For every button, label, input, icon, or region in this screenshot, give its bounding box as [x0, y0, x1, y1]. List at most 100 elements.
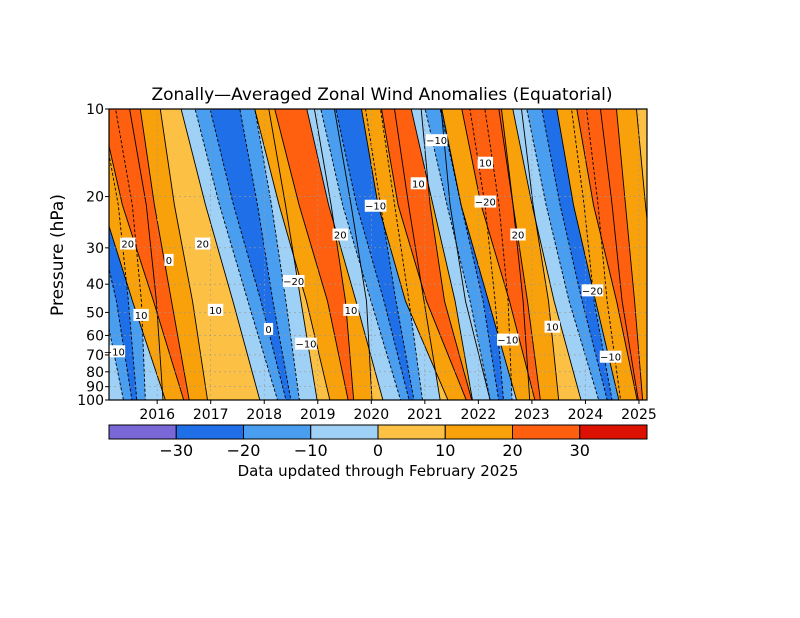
contour-line [129, 109, 164, 400]
contour-label: 10 [135, 311, 148, 322]
westerly-regime-1 [109, 109, 208, 400]
contour-band [335, 109, 414, 400]
contour-line [461, 109, 541, 400]
contour-label-bg [474, 195, 497, 208]
contour-line [274, 109, 355, 400]
contour-line [320, 109, 423, 400]
easterly-regime-4 [306, 109, 441, 400]
x-tick-label: 2019 [300, 407, 336, 423]
contour-labels: 20 10 −10 0 20 10 0 −20 −10 20 10 −10 −10 10 10 −20 20 −1… [103, 134, 622, 364]
y-tick-label: 70 [86, 348, 104, 364]
contour-label: −10 [600, 353, 621, 364]
colorbar-tick-label: 10 [435, 441, 455, 460]
contour-label-bg [332, 228, 348, 241]
contour-line [439, 109, 504, 400]
contour-label: −10 [365, 202, 386, 213]
x-tick-label: 2018 [246, 407, 282, 423]
contour-line [109, 109, 208, 400]
contour-label-bg [295, 337, 317, 350]
contour-label: 10 [345, 306, 358, 317]
contour-label: 10 [479, 159, 492, 170]
contour-label-bg [343, 303, 359, 316]
colorbar-tick-label: 20 [502, 441, 522, 460]
y-tick-label: 10 [86, 102, 104, 118]
colorbar-swatch [444, 424, 513, 440]
contour-label: 0 [265, 325, 271, 336]
colorbar-swatch [377, 424, 446, 440]
x-tick-label: 2017 [193, 407, 229, 423]
contour-band [109, 109, 190, 400]
contour-label-bg [120, 237, 136, 250]
contour-label: 10 [412, 179, 425, 190]
colorbar-tick-label: −20 [227, 441, 261, 460]
contour-line [424, 109, 513, 400]
contour-line [254, 109, 373, 400]
x-tick-label: 2022 [461, 407, 497, 423]
grid-lines [109, 108, 647, 401]
colorbar-swatch [512, 424, 581, 440]
contour-label: 10 [209, 306, 222, 317]
contour-label: −10 [426, 136, 447, 147]
contour-label-bg [544, 320, 560, 333]
contour-band [461, 109, 541, 400]
contour-line [576, 109, 644, 400]
y-tick-label: 90 [86, 380, 104, 396]
contour-label: −10 [295, 340, 316, 351]
contour-line [556, 109, 647, 400]
contour-label: 20 [512, 231, 525, 242]
contour-label-bg [263, 322, 274, 335]
contour-label-bg [497, 333, 519, 346]
contour-label-bg [207, 303, 224, 316]
x-tick-label: 2024 [568, 407, 604, 423]
contour-line [209, 109, 292, 400]
contour-band [381, 109, 472, 400]
contour-label-bg [410, 177, 427, 190]
x-axis: 2016 2017 2018 2019 2020 2021 2022 2023 2024 2025 [139, 400, 657, 423]
contour-lines [109, 109, 647, 400]
contour-label: −20 [582, 286, 603, 297]
contour-line [194, 109, 300, 400]
contour-line [512, 109, 639, 400]
contour-line [381, 109, 473, 400]
contour-label: 20 [334, 231, 347, 242]
contour-label-bg [194, 237, 211, 250]
y-tick-label: 80 [86, 365, 104, 381]
y-tick-label: 100 [77, 393, 104, 409]
contour-label-bg [510, 228, 526, 241]
colorbar: −30 −20 −10 0 10 20 30 [108, 424, 648, 460]
y-tick-label: 60 [86, 328, 104, 344]
update-note: Data updated through February 2025 [238, 462, 519, 480]
contour-label: −10 [104, 347, 125, 358]
colorbar-tick-label: 30 [570, 441, 590, 460]
x-tick-label: 2025 [621, 407, 657, 423]
contour-label-bg [164, 253, 174, 266]
x-tick-label: 2021 [407, 407, 443, 423]
colorbar-swatch [310, 424, 379, 440]
colorbar-tick-label: 0 [373, 441, 383, 460]
colorbar-swatch [175, 424, 244, 440]
contour-label: 10 [546, 323, 559, 334]
contour-line [526, 109, 622, 400]
y-tick-label: 50 [86, 305, 104, 321]
plot-frame [108, 108, 648, 401]
contour-line [335, 109, 415, 400]
x-tick-label: 2023 [514, 407, 550, 423]
contour-line [109, 109, 190, 400]
contour-line [180, 109, 318, 400]
y-axis-label: Pressure (hPa) [48, 194, 68, 316]
contour-label-bg [133, 308, 149, 321]
y-tick-label: 40 [86, 277, 104, 293]
contour-label-bg [425, 134, 448, 147]
contour-label: −10 [497, 336, 518, 347]
contour-label: 20 [196, 240, 209, 251]
contour-label: 20 [121, 240, 134, 251]
contour-label-bg [477, 156, 494, 169]
y-tick-label: 20 [86, 190, 104, 206]
y-tick-label: 30 [86, 241, 104, 257]
contour-label-bg [364, 199, 387, 212]
contour-label: −20 [475, 198, 496, 209]
contour-label: −20 [283, 277, 304, 288]
contour-label-bg [581, 284, 604, 297]
